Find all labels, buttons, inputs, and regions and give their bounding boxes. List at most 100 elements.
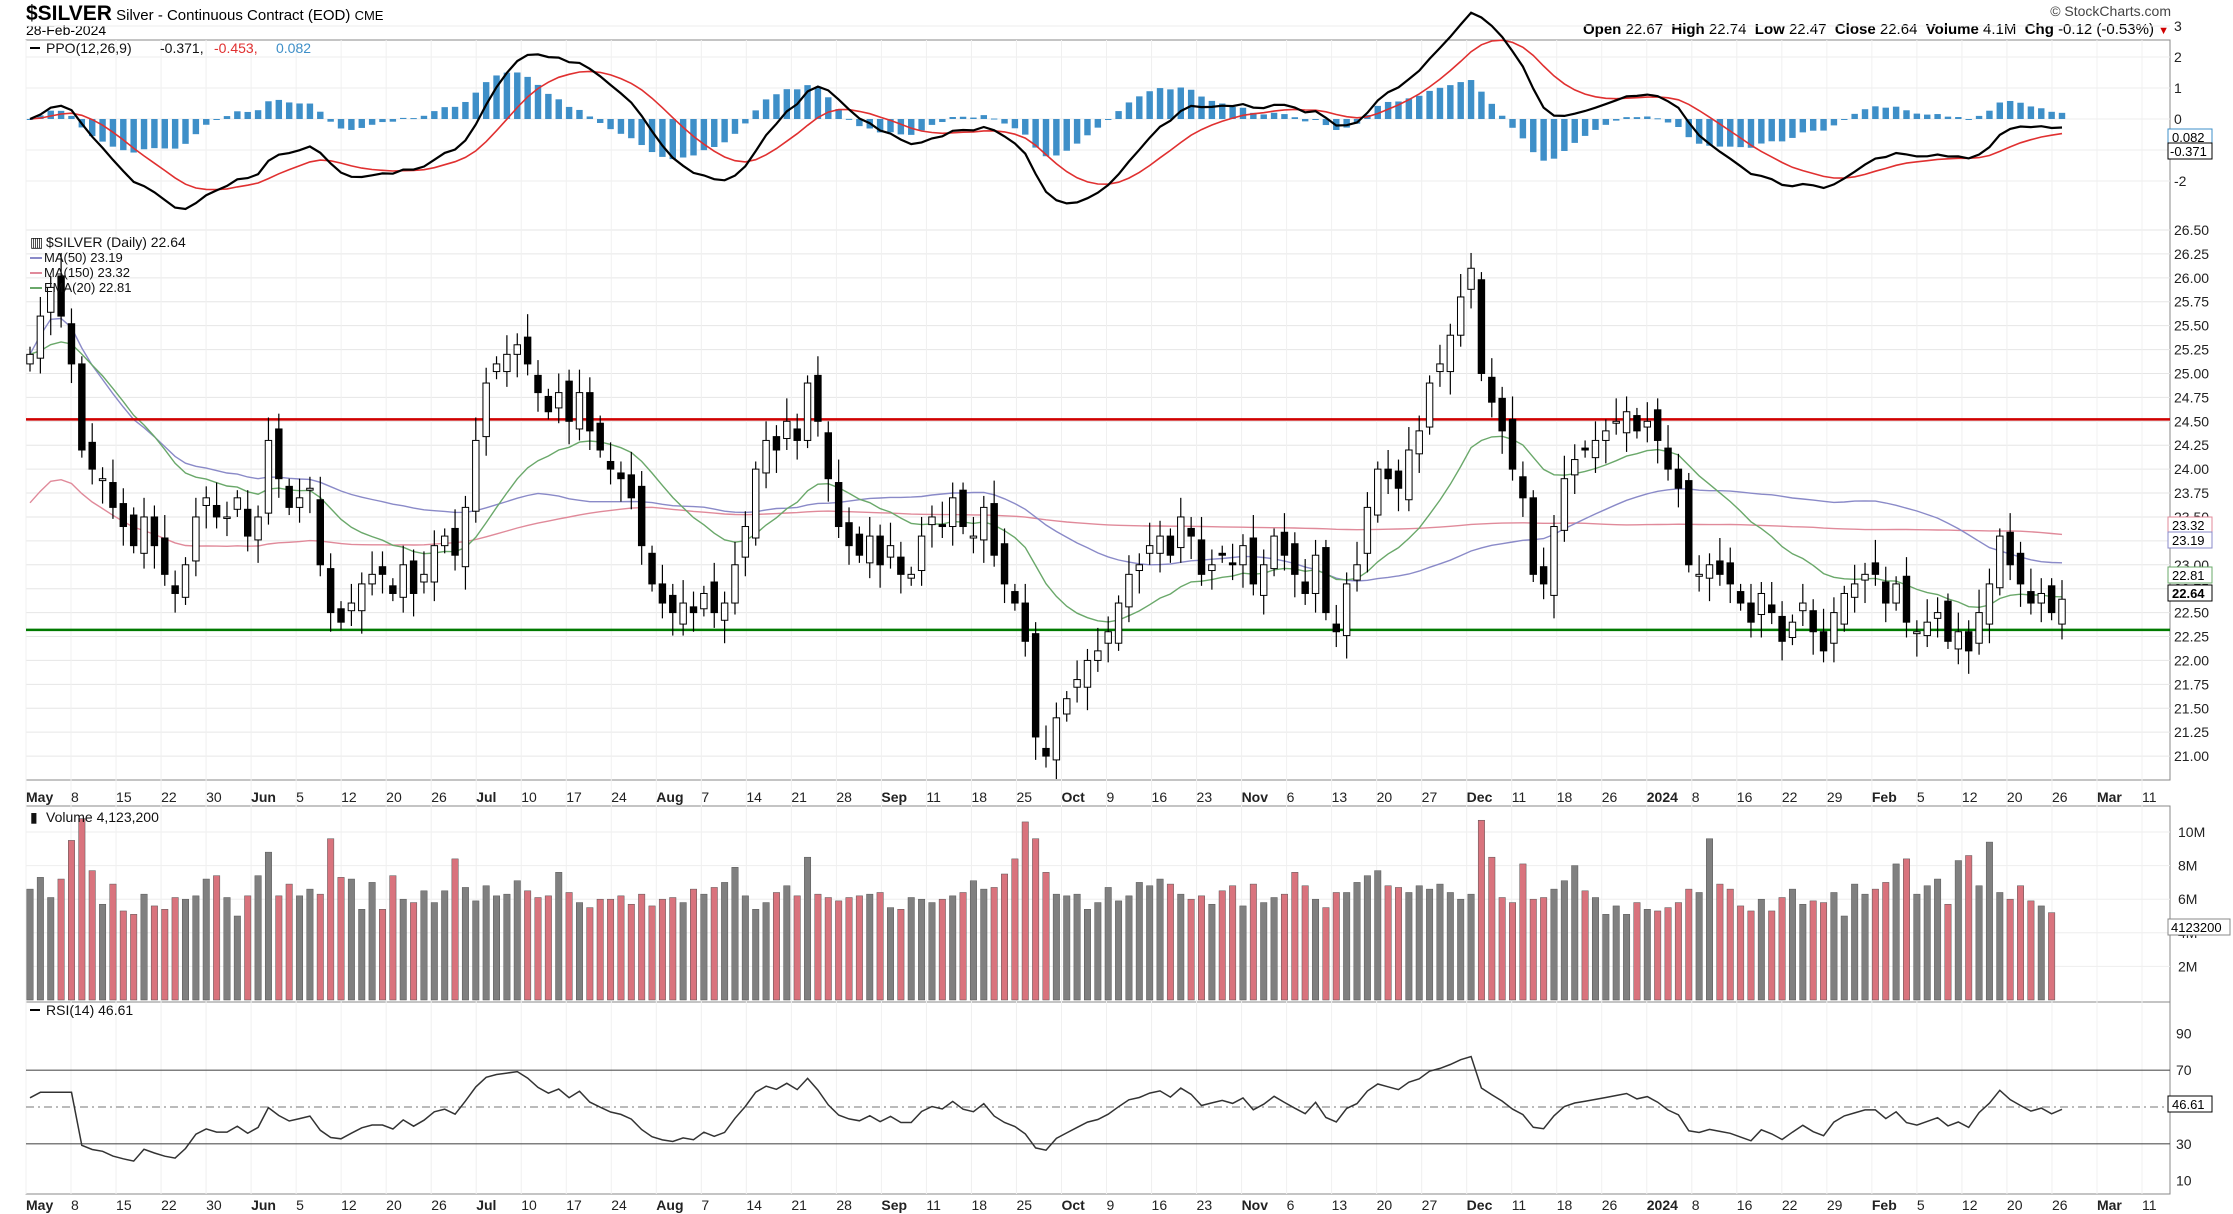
volume-bar [607,898,615,1001]
candle-body [181,564,190,598]
candle-body [834,482,843,528]
ppo-histogram-bar [1664,119,1672,123]
price-tick-label: 24.75 [2174,389,2209,405]
x-axis-label: Feb [1872,789,1897,805]
ppo-histogram-bar [1955,117,1962,119]
x-axis-label: 11 [1512,789,1527,805]
ma50-label: MA(50) 23.19 [44,250,123,265]
ppo-histogram-bar [358,119,365,128]
volume-bar [1509,902,1516,1001]
volume-bar [1571,865,1579,1001]
volume-bar [36,877,44,1001]
candle-body [1135,564,1144,572]
volume-bar [347,878,355,1001]
ma50-line [29,317,2063,582]
candle-body [741,526,750,558]
price-legend: ▥ $SILVER (Daily) 22.64 MA(50) 23.19 MA(… [30,234,186,295]
candle-body [202,497,210,506]
x-axis-label: 13 [1332,789,1348,805]
volume-bar [2017,885,2024,1001]
candle-body [1011,591,1019,604]
ppo-histogram-bar [814,88,822,119]
rsi-x-axis-label: 27 [1422,1197,1438,1213]
price-tick-label: 24.25 [2174,437,2209,453]
candle-body [876,535,884,566]
x-axis-label: 18 [1557,789,1573,805]
ppo-histogram-bar [804,85,811,119]
candle-body [1840,592,1848,625]
rsi-x-axis-label: 18 [1557,1197,1573,1213]
candle-body [1311,554,1320,594]
candle-body [627,474,636,499]
x-axis-label: 16 [1737,789,1753,805]
volume-bar [1084,909,1091,1001]
volume-bar [1104,887,1112,1001]
ppo-histogram-bar [1602,119,1610,125]
candle-body [720,602,729,621]
symbol: $SILVER [26,2,112,25]
volume-plot [26,818,2056,1001]
x-axis-label: 16 [1152,789,1168,805]
volume-bar [928,902,936,1001]
ppo-histogram-bar [1001,119,1008,124]
price-tick-label: 22.50 [2174,605,2209,621]
ppo-histogram-bar [514,72,521,119]
candle-body [1933,612,1942,619]
price-tick-label: 21.75 [2174,676,2209,692]
candle-body [378,566,387,575]
x-axis-label: 26 [1602,789,1618,805]
ppo-histogram-bar [752,110,759,119]
candle-body [1695,573,1703,577]
ppo-histogram-bar [1260,114,1267,119]
volume-bar [1726,888,1734,1001]
candle-body [264,439,273,514]
ppo-histogram-bar [773,94,780,119]
candle-body [1757,592,1766,616]
volume-bar [2027,900,2035,1001]
volume-bar [648,905,656,1001]
volume-bar [1882,882,1890,1001]
volume-bar [1063,895,1071,1001]
ppo-histogram-bar [368,119,376,125]
ppo-histogram-bar [57,110,65,119]
ppo-histogram-bar [1799,119,1807,133]
volume-bar [710,887,718,1001]
ppo-histogram-bar [1229,106,1236,119]
ppo-histogram-bar [2027,106,2035,119]
volume-bar [1623,914,1631,1001]
volume-bar [1353,882,1361,1001]
candle-body [710,581,718,614]
candle-body [1581,447,1589,451]
ppo-histogram-bar [327,119,334,122]
candle-body [1021,602,1029,642]
volume-bar [835,900,843,1001]
ppo-histogram-bar [1561,119,1568,151]
candle-body [244,508,252,537]
ppo-histogram-bar [669,119,676,160]
candle-body [1861,573,1869,581]
ppo-histogram-bar [1395,101,1402,119]
volume-tag-box [2167,918,2231,936]
candle-body [752,468,760,539]
price-tag-box [2167,584,2213,602]
volume-bar [1146,885,1154,1001]
candle-body [1156,535,1164,554]
volume-tick-label: 6M [2178,891,2197,907]
volume-bar [1291,872,1299,1001]
volume-bar [1830,892,1838,1001]
ppo-histogram-bar [1374,105,1381,119]
candle-body [47,286,55,313]
candle-body [1322,547,1330,614]
ppo-tag-box [2167,142,2213,160]
rsi-x-axis-label: 14 [746,1197,762,1213]
change-label: Chg [2024,21,2054,38]
rsi-x-axis-label: 28 [836,1197,852,1213]
ppo-histogram-bar [659,119,666,157]
rsi-tag-box [2167,1095,2213,1113]
x-axis-label: 22 [1782,789,1798,805]
volume-bar [316,893,324,1001]
rsi-x-axis-label: 22 [1782,1197,1798,1213]
volume-bar [1343,892,1351,1001]
ppo-histogram-bar [1727,119,1734,147]
